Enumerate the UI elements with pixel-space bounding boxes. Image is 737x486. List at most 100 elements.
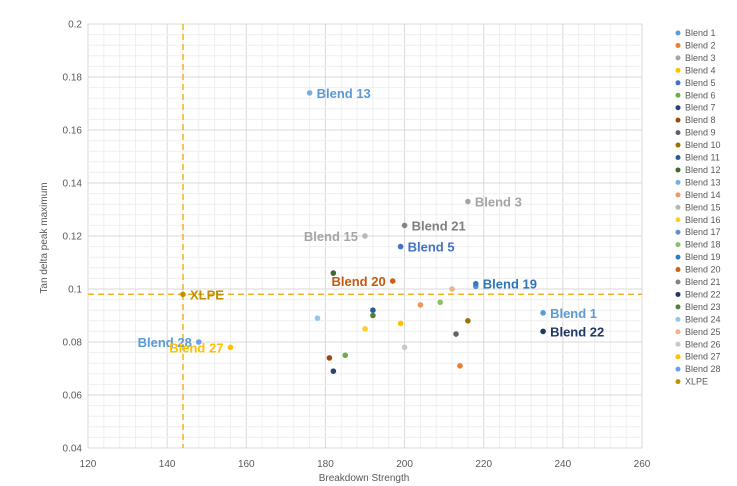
legend-marker [675, 304, 681, 310]
legend-label: Blend 16 [685, 215, 721, 225]
legend-marker [675, 329, 681, 335]
legend-label: Blend 27 [685, 352, 721, 362]
annotation-blend-5: Blend 5 [408, 240, 455, 255]
data-point-blend-28 [196, 339, 202, 345]
x-axis-ticks: 120 140 160 180 200 220 240 260 [80, 459, 651, 470]
legend-marker [675, 291, 681, 297]
annotation-blend-19: Blend 19 [483, 277, 537, 292]
data-point-blend-15 [362, 233, 368, 239]
legend-label: Blend 25 [685, 327, 721, 337]
legend-label: Blend 2 [685, 40, 716, 50]
data-point-blend-20 [389, 278, 396, 284]
data-points [180, 90, 546, 374]
y-axis-ticks: 0.04 0.06 0.08 0.1 0.12 0.14 0.16 0.18 0.2 [63, 20, 83, 455]
legend-marker [675, 155, 681, 160]
data-point-blend-1 [540, 310, 546, 316]
legend-marker [675, 204, 681, 210]
legend-label: Blend 9 [685, 128, 716, 138]
annotation-blend-13: Blend 13 [317, 86, 371, 101]
annotation-blend-3: Blend 3 [475, 195, 522, 210]
legend-marker [675, 179, 681, 185]
legend-label: Blend 14 [685, 190, 721, 200]
legend-marker [675, 55, 681, 61]
legend-marker [675, 92, 681, 98]
legend-marker [675, 30, 681, 36]
data-point-blend-11 [370, 307, 376, 314]
legend-marker [675, 80, 681, 86]
y-tick-label: 0.04 [63, 444, 83, 455]
data-point-blend-2 [457, 363, 463, 369]
legend-label: Blend 22 [685, 289, 721, 299]
legend-marker [675, 229, 681, 235]
data-point-blend-25 [449, 286, 455, 292]
legend-label: Blend 5 [685, 78, 716, 88]
data-point-blend-6 [342, 352, 349, 359]
y-tick-label: 0.18 [63, 73, 83, 84]
legend-marker [675, 130, 681, 136]
legend-marker [675, 366, 681, 372]
legend-label: Blend 23 [685, 302, 721, 312]
annotation-blend-27: Blend 27 [169, 340, 223, 355]
annotation-xlpe: XLPE [190, 287, 224, 302]
legend-marker [675, 379, 681, 385]
grid [87, 23, 643, 449]
legend-marker [675, 142, 681, 148]
x-tick-label: 160 [238, 459, 255, 470]
legend-label: Blend 26 [685, 339, 721, 349]
legend-label: Blend 3 [685, 53, 716, 63]
data-point-blend-7 [330, 368, 337, 374]
annotation-blend-1: Blend 1 [550, 306, 597, 321]
data-point-blend-5 [397, 243, 404, 250]
x-tick-label: 220 [475, 459, 492, 470]
legend-label: Blend 1 [685, 28, 716, 38]
legend-marker [675, 354, 681, 360]
legend-marker [675, 316, 681, 322]
annotation-blend-28: Blend 28 [138, 335, 192, 350]
legend-label: Blend 6 [685, 90, 716, 100]
legend-marker [675, 192, 681, 198]
y-tick-label: 0.14 [63, 179, 83, 190]
x-tick-label: 120 [80, 459, 97, 470]
legend-marker [675, 341, 681, 347]
legend-marker [675, 167, 681, 173]
legend-label: Blend 21 [685, 277, 721, 287]
data-point-blend-10 [465, 318, 471, 324]
legend-marker [675, 42, 681, 48]
annotation-blend-15: Blend 15 [304, 229, 358, 244]
data-point-xlpe [180, 291, 186, 298]
annotation-blend-20: Blend 20 [332, 274, 386, 289]
annotation-blend-22: Blend 22 [550, 324, 604, 339]
data-point-blend-12 [330, 270, 337, 276]
data-point-blend-26 [401, 344, 408, 351]
legend-marker [675, 217, 681, 223]
x-axis-title: Breakdown Strength [319, 473, 410, 484]
data-point-blend-14 [417, 302, 424, 308]
legend-label: Blend 7 [685, 103, 716, 113]
data-point-blend-13 [306, 90, 313, 96]
data-point-blend-22 [540, 328, 546, 335]
data-point-blend-24 [314, 315, 321, 321]
data-point-blend-8 [326, 355, 333, 361]
data-point-blend-4 [397, 320, 404, 327]
legend-label: Blend 28 [685, 364, 721, 374]
data-point-blend-3 [465, 198, 471, 205]
legend-label: Blend 12 [685, 165, 721, 175]
legend-marker [675, 242, 681, 248]
legend-label: Blend 10 [685, 140, 721, 150]
legend-marker [675, 67, 681, 73]
y-tick-label: 0.2 [68, 20, 82, 31]
y-tick-label: 0.12 [63, 232, 83, 243]
data-point-blend-18 [437, 299, 443, 306]
x-tick-label: 180 [317, 459, 334, 470]
data-point-blend-9 [453, 331, 459, 337]
y-axis-title: Tan delta peak maximum [39, 182, 50, 293]
y-tick-label: 0.06 [63, 391, 83, 402]
legend-label: Blend 13 [685, 177, 721, 187]
legend-marker [675, 279, 681, 285]
data-point-blend-23 [370, 312, 376, 319]
x-tick-label: 200 [396, 459, 413, 470]
legend-marker [675, 267, 681, 273]
legend-marker [675, 254, 681, 260]
y-tick-label: 0.08 [63, 338, 83, 349]
